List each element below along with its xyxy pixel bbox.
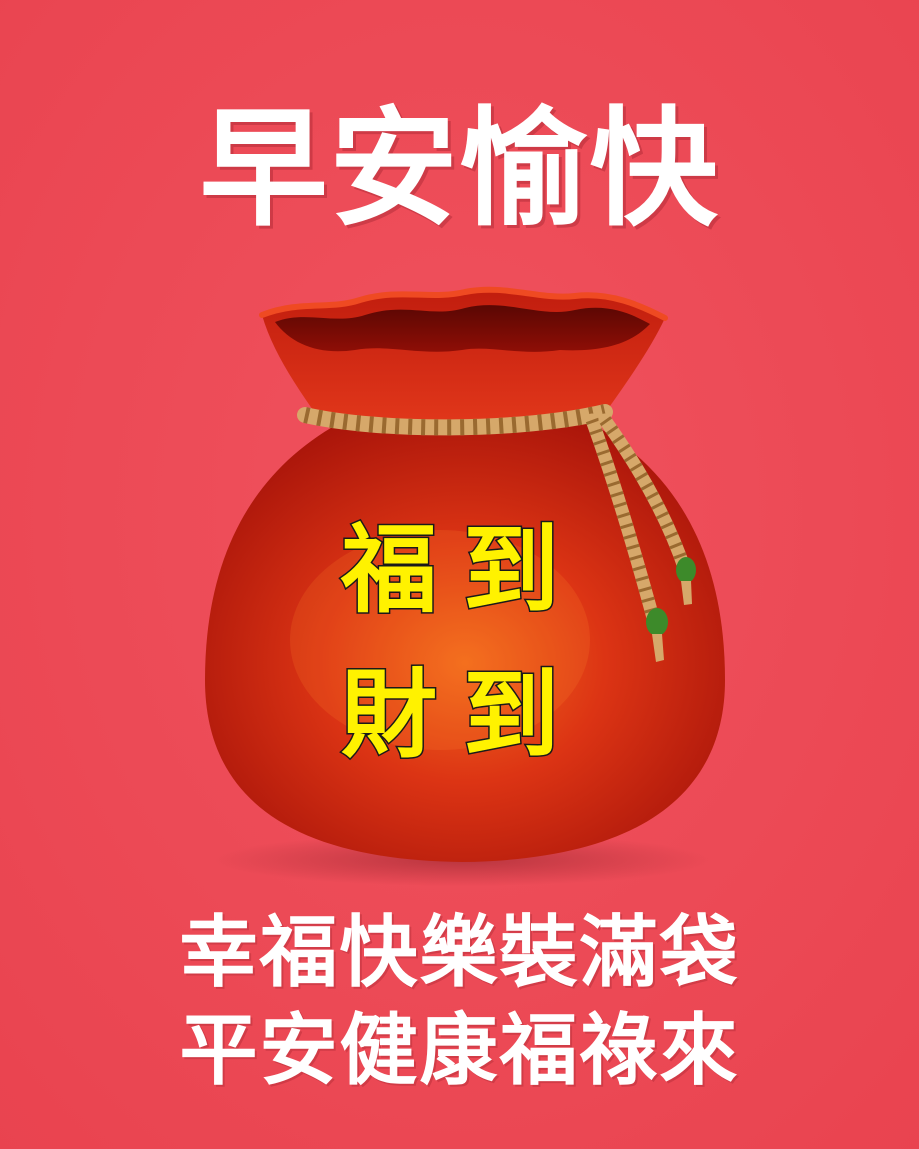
headline: 早安愉快 — [199, 95, 720, 244]
bag-opening — [275, 305, 650, 352]
blessing-line-1: 幸福快樂裝滿袋 — [179, 908, 740, 998]
bag-rope — [297, 404, 613, 436]
bag-body — [205, 420, 725, 862]
tassel-rope-left — [585, 413, 662, 632]
bag-rim — [259, 286, 668, 321]
tassel-tip-right — [676, 557, 696, 583]
bag-highlight — [290, 530, 590, 750]
tassel-end-left — [652, 634, 664, 662]
blessing-line-2: 平安健康福祿來 — [179, 1006, 740, 1096]
lucky-money-bag-icon — [205, 286, 725, 862]
tassel-tip-left — [646, 608, 668, 636]
tassel-rope-right-twist — [599, 416, 692, 573]
tassel-end-right — [681, 581, 692, 605]
bag-text-line-2: 財到 — [340, 658, 585, 771]
bag-text-line-1: 福到 — [340, 513, 585, 626]
